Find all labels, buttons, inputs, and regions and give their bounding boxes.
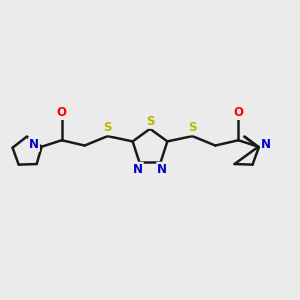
Text: N: N [157, 163, 167, 176]
Text: S: S [146, 115, 154, 128]
Text: N: N [261, 138, 271, 151]
Text: N: N [133, 163, 143, 176]
Text: O: O [233, 106, 243, 119]
Text: N: N [29, 138, 39, 151]
Text: O: O [57, 106, 67, 119]
Text: S: S [188, 122, 196, 134]
Text: S: S [103, 122, 112, 134]
